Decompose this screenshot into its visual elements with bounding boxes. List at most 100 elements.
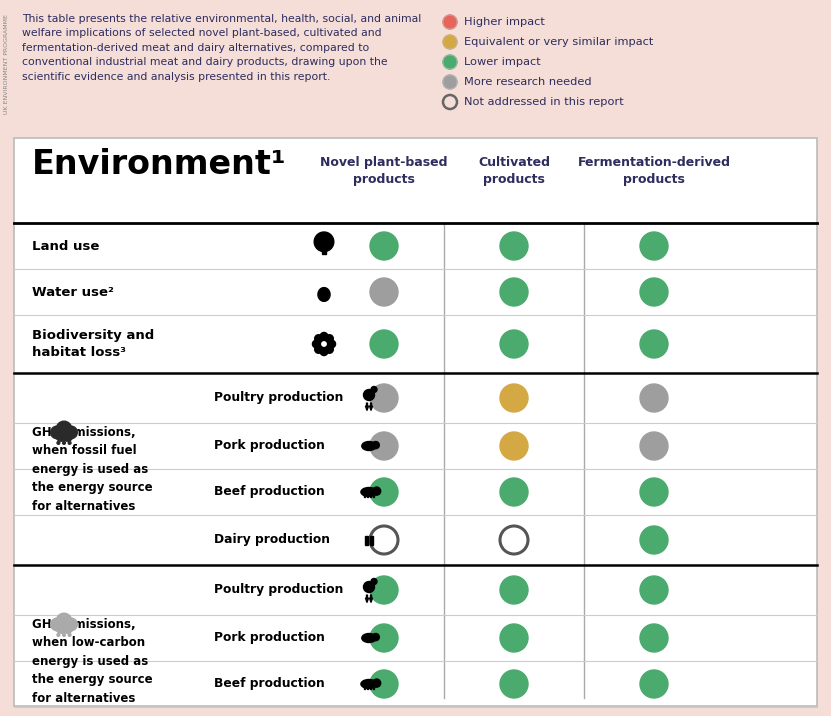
Circle shape (370, 432, 398, 460)
Text: GHG emissions,
when fossil fuel
energy is used as
the energy source
for alternat: GHG emissions, when fossil fuel energy i… (32, 425, 153, 513)
Circle shape (640, 432, 668, 460)
Circle shape (62, 430, 73, 441)
Circle shape (62, 623, 73, 633)
Circle shape (312, 340, 320, 348)
Circle shape (62, 634, 66, 637)
Circle shape (372, 634, 379, 641)
Text: GHG emissions,
when low-carbon
energy is used as
the energy source
for alternati: GHG emissions, when low-carbon energy is… (32, 617, 153, 705)
Circle shape (62, 442, 66, 445)
Circle shape (640, 278, 668, 306)
Circle shape (370, 576, 398, 604)
FancyArrow shape (366, 595, 368, 602)
Circle shape (56, 430, 66, 441)
Circle shape (640, 330, 668, 358)
Text: This table presents the relative environmental, health, social, and animal
welfa: This table presents the relative environ… (22, 14, 421, 82)
Circle shape (443, 75, 457, 89)
Circle shape (326, 346, 333, 353)
Circle shape (370, 278, 398, 306)
Bar (373, 684, 374, 690)
Bar (370, 536, 373, 545)
Circle shape (500, 670, 528, 698)
Text: Land use: Land use (32, 239, 100, 253)
Circle shape (315, 334, 322, 342)
Polygon shape (318, 288, 330, 301)
Ellipse shape (361, 488, 377, 496)
Text: UK ENVIRONMENT PROGRAMME: UK ENVIRONMENT PROGRAMME (4, 14, 9, 114)
Circle shape (370, 670, 398, 698)
Circle shape (500, 232, 528, 260)
FancyBboxPatch shape (14, 138, 817, 706)
Circle shape (319, 339, 329, 349)
Circle shape (51, 618, 63, 631)
Circle shape (57, 634, 60, 637)
Circle shape (56, 623, 66, 633)
Circle shape (500, 432, 528, 460)
FancyArrow shape (370, 595, 372, 602)
Bar (365, 536, 368, 545)
Text: Beef production: Beef production (214, 485, 325, 498)
Circle shape (443, 55, 457, 69)
Circle shape (68, 442, 71, 445)
Circle shape (500, 478, 528, 506)
Ellipse shape (361, 679, 377, 689)
Text: Novel plant-based
products: Novel plant-based products (320, 156, 448, 186)
Circle shape (370, 330, 398, 358)
Circle shape (320, 348, 328, 356)
Circle shape (372, 679, 381, 687)
Bar (322, 246, 326, 253)
Text: Water use²: Water use² (32, 286, 114, 299)
Circle shape (640, 576, 668, 604)
Text: Beef production: Beef production (214, 677, 325, 690)
Circle shape (57, 613, 71, 629)
Text: Equivalent or very similar impact: Equivalent or very similar impact (464, 37, 653, 47)
Circle shape (370, 478, 398, 506)
Circle shape (500, 384, 528, 412)
Text: Poultry production: Poultry production (214, 584, 343, 596)
Text: Pork production: Pork production (214, 440, 325, 453)
Circle shape (57, 421, 71, 437)
Text: Poultry production: Poultry production (214, 392, 343, 405)
Circle shape (328, 340, 336, 348)
Text: Fermentation-derived
products: Fermentation-derived products (578, 156, 730, 186)
Circle shape (640, 526, 668, 554)
Circle shape (443, 15, 457, 29)
Circle shape (363, 581, 375, 593)
Ellipse shape (361, 442, 376, 450)
Circle shape (500, 576, 528, 604)
Circle shape (314, 232, 334, 251)
Text: Biodiversity and
habitat loss³: Biodiversity and habitat loss³ (32, 329, 155, 359)
Ellipse shape (361, 634, 376, 642)
Text: More research needed: More research needed (464, 77, 592, 87)
Circle shape (640, 670, 668, 698)
Circle shape (500, 278, 528, 306)
Text: Pork production: Pork production (214, 632, 325, 644)
Bar (364, 684, 365, 690)
Circle shape (443, 35, 457, 49)
Circle shape (65, 618, 77, 631)
Circle shape (68, 634, 71, 637)
Circle shape (326, 334, 333, 342)
Circle shape (370, 624, 398, 652)
Text: Higher impact: Higher impact (464, 17, 545, 27)
Text: Not addressed in this report: Not addressed in this report (464, 97, 624, 107)
Circle shape (372, 487, 381, 495)
Circle shape (370, 384, 398, 412)
Circle shape (500, 330, 528, 358)
Circle shape (640, 478, 668, 506)
Bar (373, 493, 374, 498)
Text: Cultivated
products: Cultivated products (478, 156, 550, 186)
Bar (366, 493, 368, 498)
Circle shape (370, 232, 398, 260)
Bar (366, 684, 368, 690)
Circle shape (51, 426, 63, 439)
Circle shape (640, 232, 668, 260)
Circle shape (640, 624, 668, 652)
Circle shape (322, 342, 327, 347)
Circle shape (500, 624, 528, 652)
FancyArrow shape (370, 403, 372, 410)
FancyArrow shape (366, 403, 368, 410)
Circle shape (315, 346, 322, 353)
Circle shape (371, 579, 377, 584)
Circle shape (371, 387, 377, 392)
Circle shape (640, 384, 668, 412)
